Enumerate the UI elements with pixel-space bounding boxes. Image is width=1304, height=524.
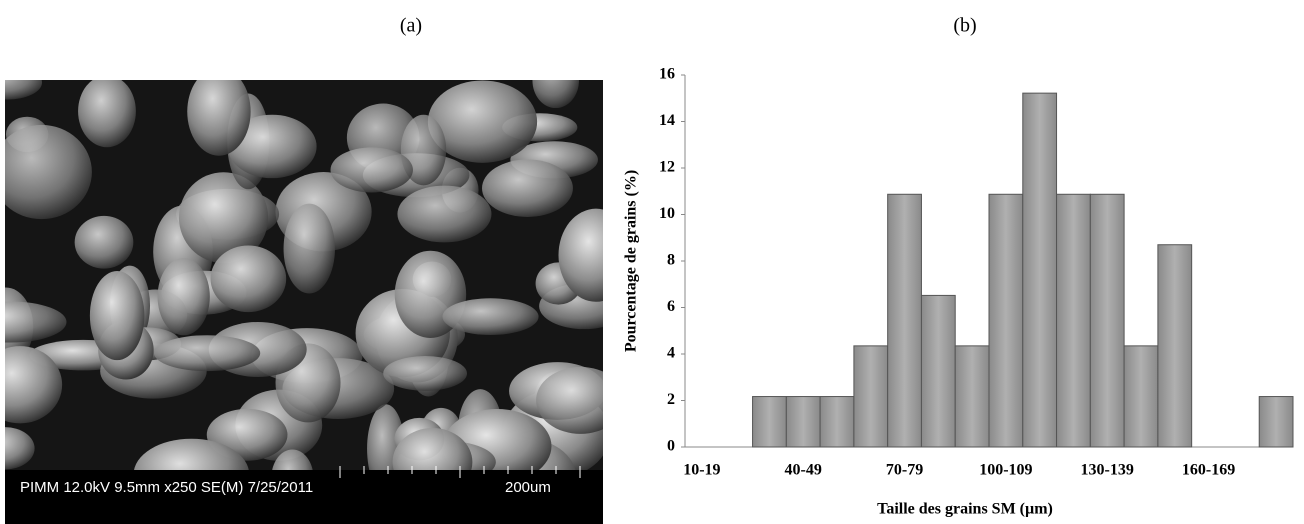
- particle: [442, 298, 539, 335]
- x-tick-label: 130-139: [1081, 462, 1134, 479]
- particle: [558, 208, 603, 302]
- x-tick-label: 160-169: [1182, 462, 1235, 479]
- y-tick-label: 8: [667, 252, 675, 269]
- particle: [5, 427, 35, 470]
- y-axis-title: Pourcentage de grains (%): [623, 170, 640, 352]
- particle: [392, 428, 473, 470]
- bar: [1056, 193, 1091, 448]
- panel-label: (a): [400, 15, 422, 37]
- particle: [5, 80, 43, 100]
- bar: [887, 193, 922, 448]
- particle: [397, 185, 492, 243]
- bar: [954, 345, 990, 448]
- x-tick-label: 70-79: [886, 462, 923, 479]
- y-tick-label: 0: [667, 438, 675, 455]
- bar: [752, 396, 787, 448]
- sem-caption: PIMM 12.0kV 9.5mm x250 SE(M) 7/25/2011: [20, 479, 313, 496]
- y-tick-label: 2: [667, 391, 675, 408]
- bar: [785, 396, 821, 448]
- bar: [1089, 193, 1125, 448]
- y-tick-label: 12: [659, 159, 675, 176]
- panel-label: (b): [953, 15, 976, 37]
- particle: [178, 172, 269, 264]
- particle: [74, 215, 134, 269]
- bar: [1022, 92, 1058, 448]
- y-tick-label: 6: [667, 298, 675, 315]
- bar: [1157, 244, 1193, 448]
- particle: [5, 301, 67, 343]
- particle: [482, 159, 573, 217]
- particle: [383, 356, 467, 391]
- particle: [532, 80, 579, 109]
- sem-particles: [5, 80, 603, 470]
- bar: [819, 396, 855, 448]
- particle: [134, 438, 249, 470]
- bar: [1258, 396, 1294, 448]
- particle: [5, 124, 92, 220]
- sem-info-bar: [5, 470, 603, 524]
- x-tick-label: 100-109: [979, 462, 1032, 479]
- y-tick-label: 4: [667, 345, 675, 362]
- particle: [154, 335, 261, 372]
- particle: [283, 203, 335, 294]
- x-tick-label: 40-49: [785, 462, 822, 479]
- particle: [157, 258, 210, 336]
- particle: [227, 114, 317, 179]
- bar: [853, 345, 889, 448]
- particle: [78, 80, 136, 148]
- bar: [988, 193, 1024, 448]
- particle: [536, 366, 603, 434]
- particle: [210, 245, 287, 313]
- particle: [427, 80, 538, 163]
- sem-scale: 200um: [505, 479, 551, 496]
- particle: [5, 346, 63, 424]
- particle: [330, 147, 413, 193]
- y-tick-label: 14: [659, 112, 675, 129]
- particle: [272, 449, 313, 470]
- particle: [187, 80, 251, 156]
- y-tick-label: 16: [659, 66, 675, 83]
- sem-scale-ticks: [339, 466, 581, 478]
- x-axis-title: Taille des grains SM (µm): [877, 501, 1053, 518]
- bar: [1123, 345, 1159, 448]
- y-tick-label: 10: [659, 205, 675, 222]
- particle: [89, 271, 145, 361]
- bar: [920, 294, 956, 448]
- x-tick-label: 10-19: [683, 462, 720, 479]
